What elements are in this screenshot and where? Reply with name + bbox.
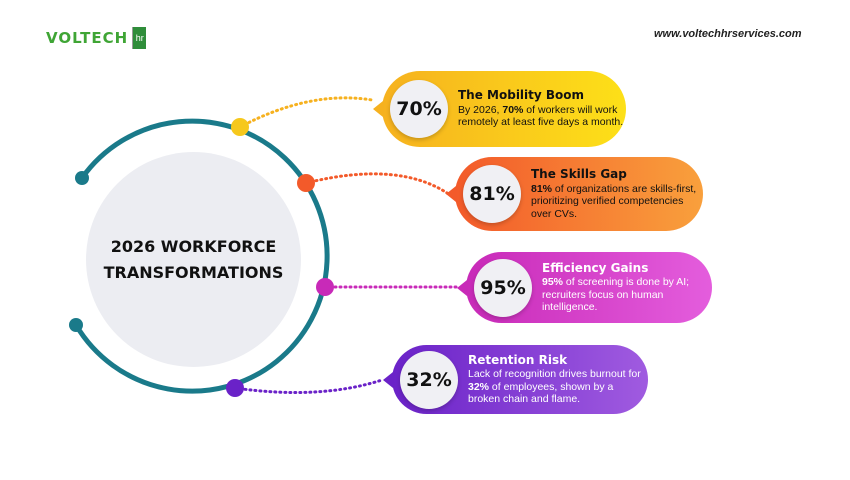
- node-dot-retention: [226, 379, 244, 397]
- ring-end-dot: [69, 318, 83, 332]
- stat-card-mobility: 70% The Mobility Boom By 2026, 70% of wo…: [373, 71, 626, 147]
- voltech-logo: VOLTECH hr: [46, 27, 147, 49]
- stat-description: 95% of screening is done by AI; recruite…: [542, 276, 690, 313]
- stat-title: The Skills Gap: [531, 167, 627, 181]
- ring-end-dot: [75, 171, 89, 185]
- stat-value: 81%: [463, 165, 521, 223]
- stat-card-skills: 81% The Skills Gap 81% of organizations …: [446, 157, 703, 231]
- stat-description: Lack of recognition drives burnout for 3…: [468, 368, 641, 405]
- ring-arc: [73, 118, 330, 394]
- stat-description: By 2026, 70% of workers will work remote…: [458, 103, 624, 129]
- stat-title: The Mobility Boom: [458, 88, 585, 103]
- logo-wordmark: VOLTECH: [46, 29, 129, 47]
- node-dot-skills: [297, 174, 315, 192]
- connector-mobility: [238, 96, 374, 129]
- logo-mark: hr: [132, 27, 147, 49]
- stat-value: 32%: [400, 350, 458, 409]
- stat-value: 95%: [474, 258, 532, 317]
- stat-card-retention: 32% Retention Risk Lack of recognition d…: [383, 345, 648, 414]
- stat-title: Retention Risk: [468, 352, 568, 367]
- stat-card-efficiency: 95% Efficiency Gains 95% of screening is…: [457, 252, 712, 323]
- stat-description: 81% of organizations are skills-first, p…: [531, 182, 697, 220]
- connector-skills: [304, 172, 452, 197]
- connector-retention: [233, 378, 384, 394]
- stat-value: 70%: [390, 80, 448, 138]
- node-dot-efficiency: [316, 278, 334, 296]
- center-title: 2026 WORKFORCE TRANSFORMATIONS: [86, 152, 301, 367]
- node-dot-mobility: [231, 118, 249, 136]
- stat-title: Efficiency Gains: [542, 260, 649, 275]
- title-line-1: 2026 WORKFORCE: [110, 236, 277, 256]
- website-url: www.voltechhrservices.com: [654, 28, 802, 40]
- title-line-2: TRANSFORMATIONS: [103, 262, 284, 282]
